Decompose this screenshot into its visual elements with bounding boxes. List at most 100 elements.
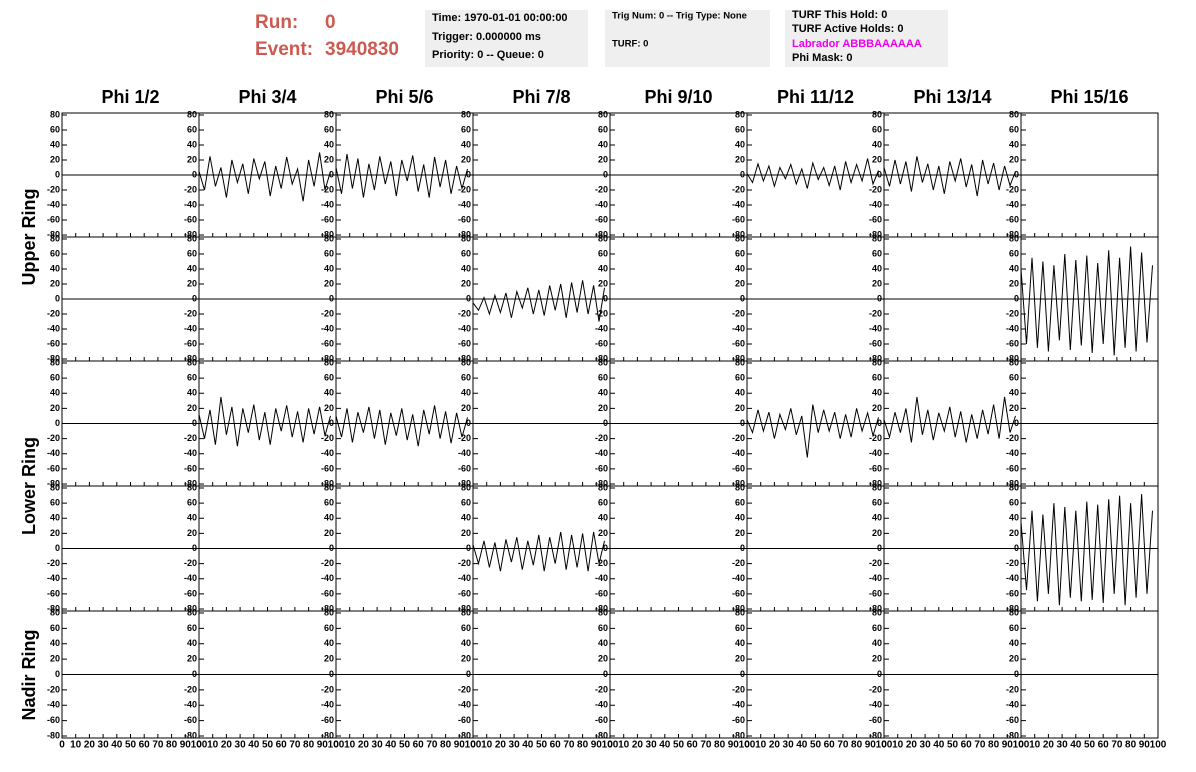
x-tick-label: 70 <box>700 740 712 751</box>
y-tick-label: 40 <box>324 638 334 648</box>
y-tick-label: 60 <box>461 498 471 508</box>
y-tick-label: -60 <box>47 338 60 348</box>
y-tick-label: -80 <box>595 229 608 239</box>
y-tick-label: -20 <box>1006 684 1019 694</box>
y-tick-label: -60 <box>321 214 334 224</box>
x-tick-label: 30 <box>920 740 932 751</box>
x-tick-label: 30 <box>783 740 795 751</box>
y-tick-label: -80 <box>458 478 471 488</box>
y-tick-label: 80 <box>1009 357 1019 367</box>
column-title: Phi 11/12 <box>777 87 854 107</box>
y-tick-label: -20 <box>869 433 882 443</box>
y-tick-label: -40 <box>184 199 197 209</box>
x-tick-label: 100 <box>1013 740 1030 751</box>
y-tick-label: 0 <box>603 418 608 428</box>
y-tick-label: 40 <box>187 388 197 398</box>
y-tick-label: 80 <box>735 233 745 243</box>
x-tick-label: 10 <box>892 740 904 751</box>
y-tick-label: 80 <box>324 482 334 492</box>
x-tick-label: 20 <box>495 740 507 751</box>
y-tick-label: 60 <box>50 124 60 134</box>
y-tick-label: 20 <box>187 654 197 664</box>
y-tick-label: 0 <box>740 293 745 303</box>
y-tick-label: 60 <box>1009 248 1019 258</box>
y-tick-label: -40 <box>321 573 334 583</box>
y-tick-label: -60 <box>595 463 608 473</box>
y-tick-label: -60 <box>184 463 197 473</box>
info-box <box>425 10 588 67</box>
y-tick-label: 60 <box>461 124 471 134</box>
x-tick-label: 60 <box>276 740 288 751</box>
column-title: Phi 1/2 <box>101 87 159 107</box>
y-tick-label: 0 <box>740 543 745 553</box>
ring-label: Upper Ring <box>19 189 39 286</box>
info-text: TURF: 0 <box>612 39 648 50</box>
info-box <box>605 10 770 67</box>
x-tick-label: 60 <box>139 740 151 751</box>
y-tick-label: 20 <box>187 403 197 413</box>
y-tick-label: 0 <box>740 169 745 179</box>
x-tick-label: 70 <box>837 740 849 751</box>
y-tick-label: 60 <box>598 248 608 258</box>
y-tick-label: 40 <box>324 513 334 523</box>
x-tick-label: 50 <box>810 740 822 751</box>
x-tick-label: 60 <box>1098 740 1110 751</box>
y-tick-label: 60 <box>50 248 60 258</box>
y-tick-label: -80 <box>869 229 882 239</box>
y-tick-label: 80 <box>1009 482 1019 492</box>
x-tick-label: 50 <box>125 740 137 751</box>
y-tick-label: -20 <box>1006 558 1019 568</box>
y-tick-label: 60 <box>187 248 197 258</box>
y-tick-label: -80 <box>47 603 60 613</box>
y-tick-label: 20 <box>324 528 334 538</box>
y-tick-label: -60 <box>1006 715 1019 725</box>
y-tick-label: -80 <box>732 478 745 488</box>
y-tick-label: -60 <box>869 214 882 224</box>
x-tick-label: 100 <box>739 740 756 751</box>
y-tick-label: 40 <box>735 263 745 273</box>
y-tick-label: 80 <box>50 607 60 617</box>
y-tick-label: -40 <box>458 323 471 333</box>
waveform <box>472 531 605 572</box>
x-tick-label: 60 <box>824 740 836 751</box>
y-tick-label: -20 <box>869 184 882 194</box>
y-tick-label: -60 <box>458 214 471 224</box>
x-tick-label: 20 <box>221 740 233 751</box>
y-tick-label: 20 <box>872 654 882 664</box>
y-tick-label: -40 <box>1006 700 1019 710</box>
x-tick-label: 70 <box>426 740 438 751</box>
y-tick-label: 60 <box>324 498 334 508</box>
y-tick-label: 60 <box>187 623 197 633</box>
y-tick-label: -20 <box>1006 433 1019 443</box>
info-text: Priority: 0 -- Queue: 0 <box>432 49 544 61</box>
y-tick-label: 60 <box>1009 124 1019 134</box>
y-tick-label: -80 <box>321 229 334 239</box>
y-tick-label: -80 <box>732 603 745 613</box>
y-tick-label: 80 <box>461 233 471 243</box>
x-tick-label: 100 <box>602 740 619 751</box>
y-tick-label: -20 <box>732 684 745 694</box>
y-tick-label: 40 <box>50 638 60 648</box>
x-tick-label: 70 <box>289 740 301 751</box>
column-title: Phi 15/16 <box>1050 87 1128 107</box>
x-tick-label: 70 <box>974 740 986 751</box>
y-tick-label: 20 <box>50 403 60 413</box>
x-tick-label: 0 <box>881 740 887 751</box>
x-tick-label: 90 <box>180 740 192 751</box>
x-tick-label: 100 <box>328 740 345 751</box>
y-tick-label: 0 <box>329 543 334 553</box>
y-tick-label: 0 <box>1014 543 1019 553</box>
y-tick-label: -40 <box>458 700 471 710</box>
y-tick-label: 80 <box>187 233 197 243</box>
y-tick-label: 20 <box>50 654 60 664</box>
y-tick-label: 80 <box>735 607 745 617</box>
x-tick-label: 80 <box>714 740 726 751</box>
y-tick-label: -60 <box>458 338 471 348</box>
y-tick-label: -80 <box>732 353 745 363</box>
y-tick-label: -60 <box>1006 588 1019 598</box>
y-tick-label: -20 <box>1006 308 1019 318</box>
y-tick-label: 20 <box>1009 278 1019 288</box>
y-tick-label: -40 <box>869 323 882 333</box>
y-tick-label: -40 <box>458 573 471 583</box>
y-tick-label: -20 <box>184 433 197 443</box>
